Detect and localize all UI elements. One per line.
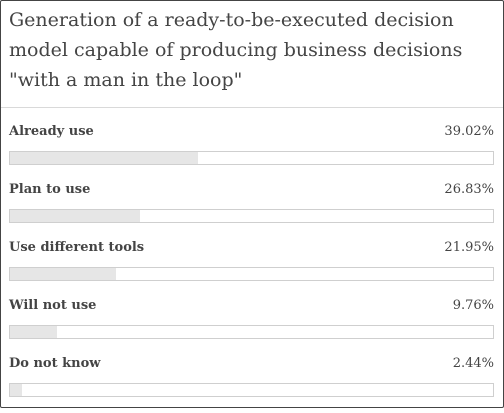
value-label: 2.44%	[452, 356, 494, 371]
bar-track	[9, 267, 494, 281]
bar-fill	[10, 268, 117, 280]
title-divider	[1, 107, 503, 108]
bar-track	[9, 383, 494, 397]
bar-track	[9, 209, 494, 223]
category-label: Plan to use	[9, 182, 91, 197]
bar-fill	[10, 326, 58, 338]
value-label: 9.76%	[452, 298, 494, 313]
result-row-will-not-use: Will not use 9.76%	[9, 297, 494, 355]
bar-track	[9, 151, 494, 165]
result-row-use-different-tools: Use different tools 21.95%	[9, 239, 494, 297]
result-row-plan-to-use: Plan to use 26.83%	[9, 181, 494, 239]
result-row-already-use: Already use 39.02%	[9, 123, 494, 181]
bar-fill	[10, 384, 22, 396]
category-label: Do not know	[9, 356, 101, 371]
bar-fill	[10, 152, 199, 164]
category-label: Will not use	[9, 298, 97, 313]
chart-title: Generation of a ready-to-be-executed dec…	[9, 9, 463, 91]
bar-fill	[10, 210, 140, 222]
category-label: Use different tools	[9, 240, 145, 255]
category-label: Already use	[9, 124, 94, 139]
result-row-do-not-know: Do not know 2.44%	[9, 355, 494, 413]
value-label: 26.83%	[444, 182, 494, 197]
bar-track	[9, 325, 494, 339]
value-label: 21.95%	[444, 240, 494, 255]
result-rows: Already use 39.02% Plan to use 26.83% Use di…	[9, 123, 494, 413]
value-label: 39.02%	[444, 124, 494, 139]
